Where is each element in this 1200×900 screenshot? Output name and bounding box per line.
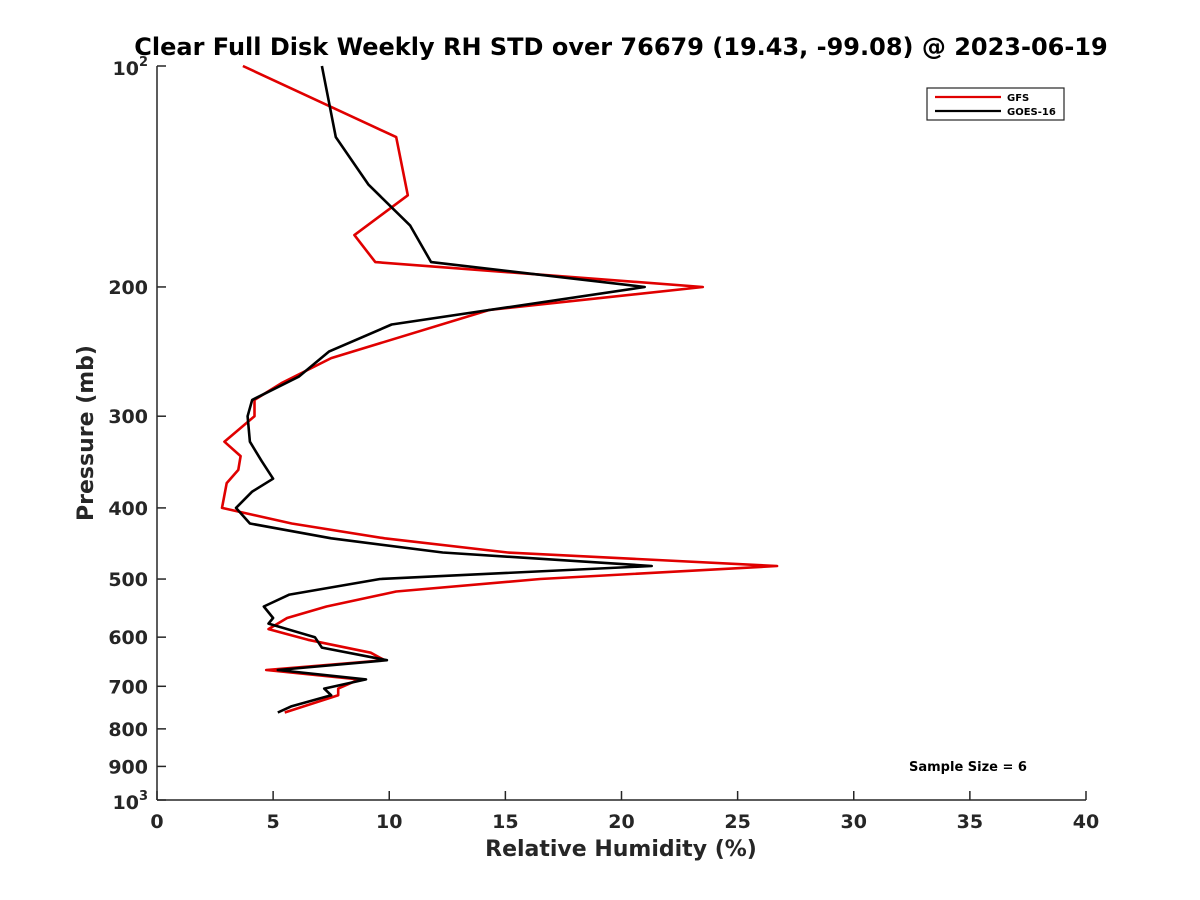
series-layer (220, 64, 779, 714)
y-tick-label: 103 (113, 789, 149, 814)
x-tick-label: 5 (267, 811, 280, 833)
sample-size-annotation: Sample Size = 6 (909, 760, 1027, 775)
y-ticks: 102 200 300 400 500 600 700 800 900 103 (108, 55, 166, 814)
x-tick-label: 15 (492, 811, 518, 833)
y-tick-label: 700 (108, 676, 148, 698)
y-tick-label: 300 (108, 406, 148, 428)
series-line-goes16 (234, 65, 654, 714)
legend-label-goes16: GOES-16 (1007, 107, 1056, 118)
y-tick-label: 500 (108, 569, 148, 591)
x-tick-label: 10 (376, 811, 402, 833)
legend-box (926, 87, 1065, 121)
x-tick-label: 0 (150, 811, 163, 833)
x-ticks: 0 5 10 15 20 25 30 35 40 (150, 791, 1099, 833)
y-tick-label: 900 (108, 756, 148, 778)
plot-area: 0 5 10 15 20 25 30 35 40 102 200 300 400 500 600 700 80… (108, 55, 1099, 833)
legend-label-gfs: GFS (1007, 93, 1029, 104)
x-tick-label: 20 (608, 811, 634, 833)
legend: GFS GOES-16 (926, 87, 1065, 121)
y-tick-label: 200 (108, 277, 148, 299)
x-axis-label: Relative Humidity (%) (485, 837, 757, 862)
x-tick-label: 35 (957, 811, 983, 833)
y-tick-label: 102 (113, 55, 149, 80)
x-tick-label: 30 (841, 811, 867, 833)
y-tick-label: 800 (108, 719, 148, 741)
y-tick-label: 600 (108, 627, 148, 649)
y-axis-label: Pressure (mb) (74, 345, 99, 521)
x-tick-label: 25 (724, 811, 750, 833)
chart-title: Clear Full Disk Weekly RH STD over 76679… (134, 33, 1107, 61)
y-tick-label: 400 (108, 498, 148, 520)
x-tick-label: 40 (1073, 811, 1099, 833)
